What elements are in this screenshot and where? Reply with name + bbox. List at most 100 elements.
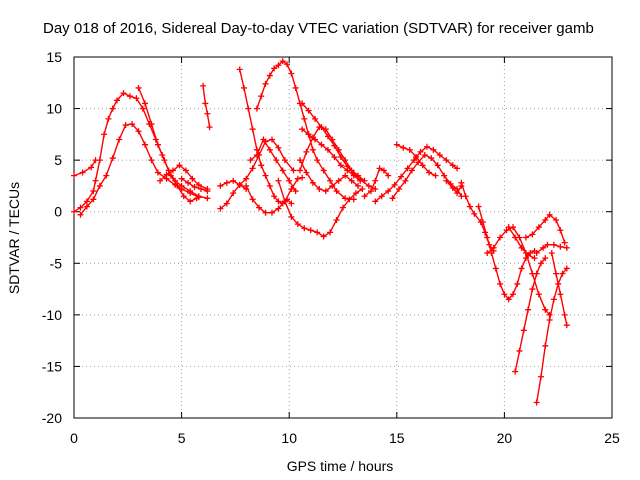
data-point [342,172,349,179]
data-point [408,167,415,174]
series-line [239,69,292,205]
y-tick-label: -20 [42,410,62,426]
data-point [299,126,306,133]
data-point [299,100,306,107]
data-point [503,227,510,234]
data-point [245,105,252,112]
data-point [290,167,297,174]
grid [74,57,612,418]
data-point [518,265,525,272]
data-point [103,172,110,179]
data-point [83,198,90,205]
data-point [484,249,491,256]
data-point [301,115,308,122]
data-point [120,90,127,97]
series-arc-23 [443,177,465,197]
data-point [109,155,116,162]
chart-title: Day 018 of 2016, Sidereal Day-to-day VTE… [43,20,594,37]
data-series [71,58,570,406]
data-point [441,172,448,179]
data-point [292,188,299,195]
series-arc-22 [393,141,439,179]
data-point [563,322,570,329]
data-point [109,105,116,112]
y-tick-label: 5 [54,152,62,168]
data-point [357,176,364,183]
data-point [288,200,295,207]
data-point [411,157,418,164]
data-point [249,196,256,203]
data-point [167,172,174,179]
y-tick-label: -10 [42,307,62,323]
data-point [454,165,461,172]
data-point [294,175,301,182]
data-point [303,148,310,155]
data-point [256,204,263,211]
data-point [133,95,140,102]
data-point [546,317,553,324]
x-tick-label: 5 [178,430,186,446]
data-point [505,296,512,303]
y-tick-label: 15 [46,49,62,65]
data-point [479,219,486,226]
axis-ticks: 0 5 10 15 20 25 -20 -15 -10 -5 0 5 10 15 [42,49,620,446]
data-point [512,368,519,375]
data-point [406,146,413,153]
series-arc-21 [389,151,465,202]
data-point [529,286,536,293]
data-point [454,190,461,197]
series-arc-3 [77,121,202,218]
data-point [430,146,437,153]
data-point [563,244,570,251]
data-point [135,128,142,135]
data-point [236,181,243,188]
data-point [533,270,540,277]
series-line [391,154,463,199]
data-point [247,157,254,164]
data-point [395,186,402,193]
data-point [139,105,146,112]
data-point [520,327,527,334]
y-tick-label: -5 [50,255,63,271]
data-point [191,183,198,190]
data-point [542,306,549,313]
series-arc-30 [548,249,570,329]
series-arc-17 [299,100,379,193]
data-point [318,124,325,131]
series-arc-7 [200,82,213,131]
data-point [563,265,570,272]
data-point [542,342,549,349]
data-point [71,172,77,179]
data-point [71,208,77,215]
data-point [176,162,183,169]
data-point [284,61,291,68]
series-arc-27 [505,224,538,262]
series-arc-28 [522,211,568,246]
data-point [157,177,164,184]
series-arc-18 [296,157,362,195]
data-point [204,188,211,195]
data-point [553,216,560,223]
data-point [299,174,306,181]
series-line [73,159,97,177]
data-point [355,182,362,189]
data-point [324,133,331,140]
data-point [105,115,112,122]
series-line [299,159,359,192]
data-point [529,231,536,238]
data-point [372,177,379,184]
data-point [557,243,564,250]
data-point [286,177,293,184]
data-point [288,186,295,193]
series-line [202,85,211,128]
data-point [535,291,542,298]
series-arc-19 [361,165,392,200]
data-point [350,170,357,177]
data-point [525,252,532,259]
x-axis-label: GPS time / hours [287,458,394,474]
data-point [557,227,564,234]
data-point [135,84,142,91]
series-line [277,180,363,238]
data-point [116,136,123,143]
data-point [533,249,540,256]
